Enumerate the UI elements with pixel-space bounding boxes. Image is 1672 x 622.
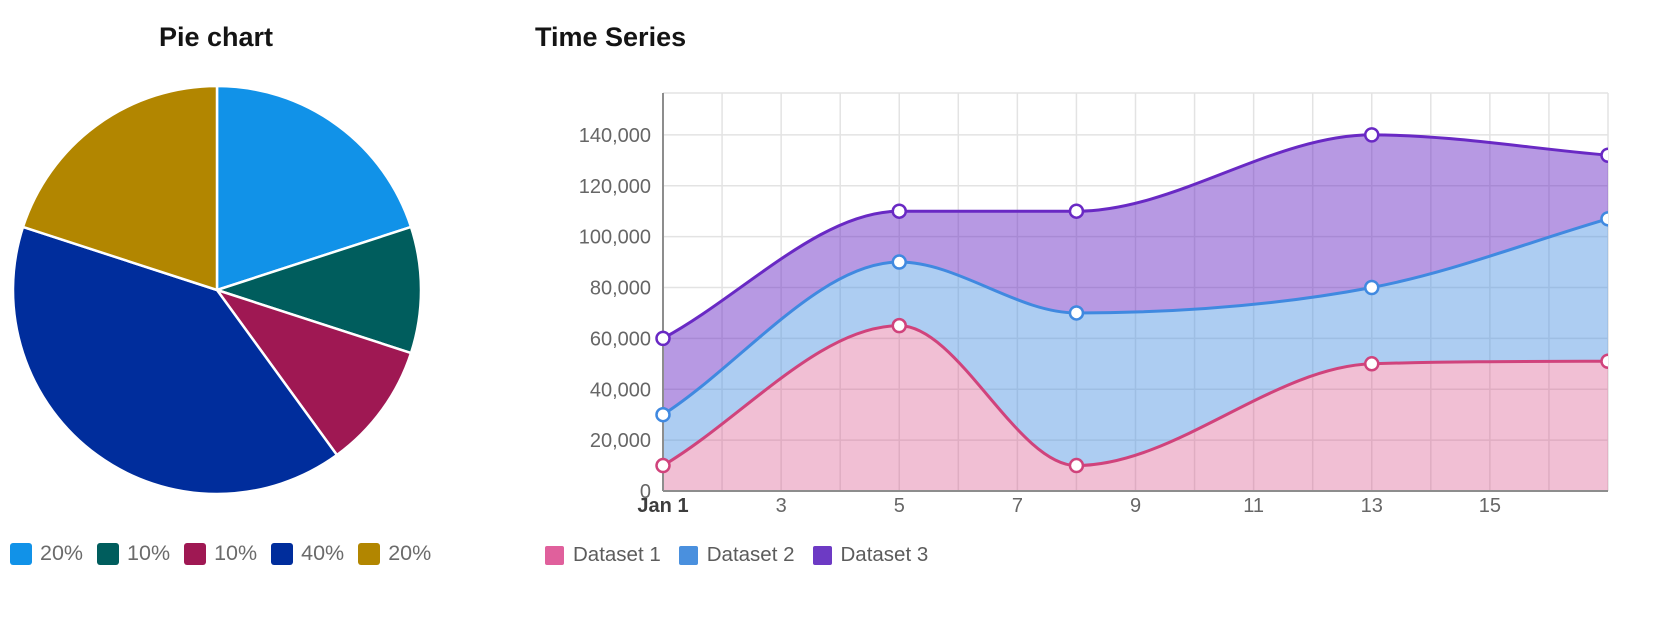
x-tick-label: 3 xyxy=(776,495,787,517)
legend-swatch-gold xyxy=(358,542,381,565)
pie-legend-label: 40% xyxy=(301,541,345,565)
data-point-marker xyxy=(655,330,671,347)
legend-swatch-blue xyxy=(271,542,294,565)
grid-lines xyxy=(663,92,1609,491)
pie-chart xyxy=(11,84,423,496)
pie-slice xyxy=(21,84,219,292)
legend-swatch-cyan xyxy=(10,542,32,565)
ts-legend-label: Dataset 1 xyxy=(573,543,661,566)
pie-legend-item[interactable]: 10% xyxy=(184,541,257,566)
x-tick-label: 15 xyxy=(1479,495,1501,517)
pie-slice xyxy=(11,225,339,496)
pie-legend-item[interactable]: 20% xyxy=(10,541,83,566)
data-point-marker xyxy=(1600,147,1608,163)
x-tick-label: 9 xyxy=(1130,495,1141,517)
ts-legend-item-dataset-2[interactable]: Dataset 2 xyxy=(678,543,795,567)
legend-swatch-teal xyxy=(97,542,120,565)
pie-legend-label: 20% xyxy=(40,541,84,565)
legend-swatch-pink xyxy=(545,545,564,565)
pie-slice xyxy=(215,84,413,292)
pie-legend-item[interactable]: 40% xyxy=(271,541,344,566)
y-tick-label: 120,000 xyxy=(579,176,651,198)
data-point-marker xyxy=(1068,305,1085,321)
data-point-marker xyxy=(1364,356,1380,372)
x-tick-label: 11 xyxy=(1243,495,1264,517)
y-tick-label: 100,000 xyxy=(579,227,651,249)
x-tick-label: Jan 1 xyxy=(637,495,688,517)
y-tick-label: 60,000 xyxy=(590,328,651,350)
time-series-legend: Dataset 1 Dataset 2 Dataset 3 xyxy=(545,543,928,567)
pie-legend-label: 20% xyxy=(388,541,432,565)
data-point-marker xyxy=(655,457,671,474)
pie-legend-label: 10% xyxy=(127,541,171,565)
area-band xyxy=(663,218,1608,466)
pie-legend-item[interactable]: 10% xyxy=(97,541,170,566)
series-line xyxy=(663,133,1608,340)
pie-legend: 20% 10% 10% 40% 20% xyxy=(10,541,431,566)
ts-legend-label: Dataset 3 xyxy=(840,543,929,566)
area-band xyxy=(663,134,1608,415)
pie-legend-item[interactable]: 20% xyxy=(358,541,431,566)
x-tick-label: 7 xyxy=(1012,495,1023,517)
data-point-marker xyxy=(891,254,907,270)
x-tick-label: 5 xyxy=(894,495,905,517)
ts-legend-label: Dataset 2 xyxy=(706,543,795,566)
data-point-marker xyxy=(891,203,907,219)
axes xyxy=(662,93,1608,492)
data-point-marker xyxy=(1600,353,1608,370)
data-point-marker xyxy=(1364,127,1380,143)
data-point-marker xyxy=(1600,211,1608,227)
y-tick-label: 40,000 xyxy=(590,379,651,401)
pie-legend-label: 10% xyxy=(214,541,258,565)
data-point-marker xyxy=(1068,457,1085,474)
y-tick-label: 80,000 xyxy=(590,278,651,300)
pie-slice xyxy=(215,225,423,355)
pie-chart-title: Pie chart xyxy=(158,22,274,52)
legend-swatch-purple xyxy=(812,545,832,565)
y-tick-label: 0 xyxy=(640,481,651,503)
data-point-marker xyxy=(1364,279,1380,296)
data-point-marker xyxy=(655,406,671,423)
y-tick-label: 140,000 xyxy=(579,125,651,147)
data-point-marker xyxy=(891,317,907,334)
pie-slice xyxy=(215,288,413,457)
legend-swatch-magenta xyxy=(184,542,207,565)
time-series-title: Time Series xyxy=(535,22,687,52)
data-point-marker xyxy=(1068,203,1085,219)
legend-swatch-lightblue xyxy=(678,545,698,565)
y-tick-label: 20,000 xyxy=(590,430,651,452)
x-tick-label: 13 xyxy=(1361,495,1383,517)
ts-legend-item-dataset-1[interactable]: Dataset 1 xyxy=(545,543,661,567)
ts-legend-item-dataset-3[interactable]: Dataset 3 xyxy=(812,543,929,567)
time-series-chart: 0 20,000 40,000 60,000 80,000 100,000 120,000 1… xyxy=(579,92,1609,517)
